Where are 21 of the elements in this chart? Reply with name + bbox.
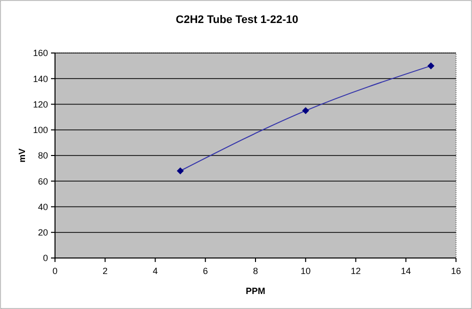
x-axis-title: PPM xyxy=(246,286,266,296)
x-tick-label: 4 xyxy=(152,266,158,276)
chart-title: C2H2 Tube Test 1-22-10 xyxy=(176,14,298,26)
x-tick-label: 14 xyxy=(400,266,411,276)
y-tick-label: 60 xyxy=(38,176,48,186)
y-tick-label: 0 xyxy=(42,253,48,264)
y-axis-title: mV xyxy=(17,148,27,163)
x-tick-label: 0 xyxy=(52,266,58,276)
y-tick-label: 120 xyxy=(32,99,48,110)
x-tick-label: 6 xyxy=(202,266,208,276)
x-tick-label: 2 xyxy=(102,266,108,276)
y-tick-label: 140 xyxy=(32,74,48,84)
x-tick-label: 12 xyxy=(350,266,361,276)
y-tick-label: 100 xyxy=(32,125,48,136)
x-tick-label: 8 xyxy=(252,266,258,276)
y-tick-label: 80 xyxy=(38,150,48,161)
x-tick-label: 16 xyxy=(450,266,462,276)
y-tick-label: 20 xyxy=(38,228,48,238)
y-tick-label: 160 xyxy=(32,48,48,58)
x-tick-label: 10 xyxy=(300,266,311,276)
y-tick-label: 40 xyxy=(38,202,48,212)
